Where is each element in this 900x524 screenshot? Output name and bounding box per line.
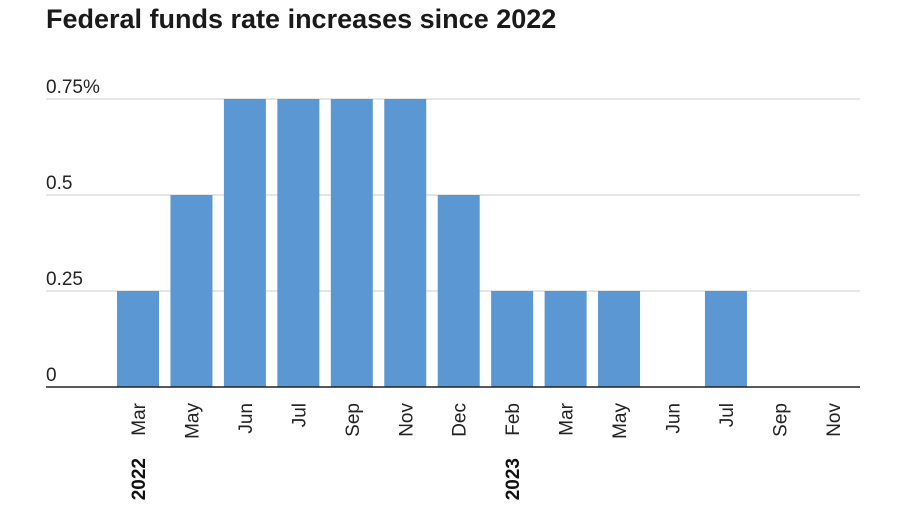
year-label: 2023 [503,458,524,500]
x-tick-label: Jul [289,403,310,427]
x-tick-label: Jun [236,403,257,434]
x-tick-label: Nov [396,403,417,437]
x-tick-label: Sep [343,403,364,437]
y-tick-label: 0 [46,365,57,386]
x-tick-label: Sep [770,403,791,437]
x-tick-label: Nov [824,403,845,437]
x-tick-label: Dec [450,403,471,437]
x-tick-label: Jun [664,403,685,434]
y-tick-label: 0.5 [46,173,72,194]
bar [544,291,587,387]
y-tick-label: 0.75% [46,77,100,98]
x-tick-label: Mar [129,402,150,435]
year-labels: 2022 2023 [129,458,524,500]
bar [277,99,320,387]
bar [330,99,373,387]
x-tick-label: Feb [503,403,524,436]
bar [704,291,747,387]
x-tick-label: May [610,403,631,439]
x-tick-label: Mar [557,402,578,435]
bar [598,291,641,387]
bar [117,291,159,387]
x-tick-label: Jul [717,403,738,427]
y-tick-label: 0.25 [46,269,83,290]
bar [223,99,266,387]
x-tick-labels: Mar May Jun Jul Sep Nov Dec Feb Mar May Jun Jul Sep N… [129,402,845,439]
bar [491,291,534,387]
bar [170,195,213,387]
chart-title: Federal funds rate increases since 2022 [46,4,557,34]
y-tick-labels: 0 0.25 0.5 0.75% [46,77,100,386]
year-label: 2022 [129,458,150,500]
bar [384,99,427,387]
x-tick-label: May [182,403,203,439]
bar [437,195,480,387]
bars [117,99,747,387]
